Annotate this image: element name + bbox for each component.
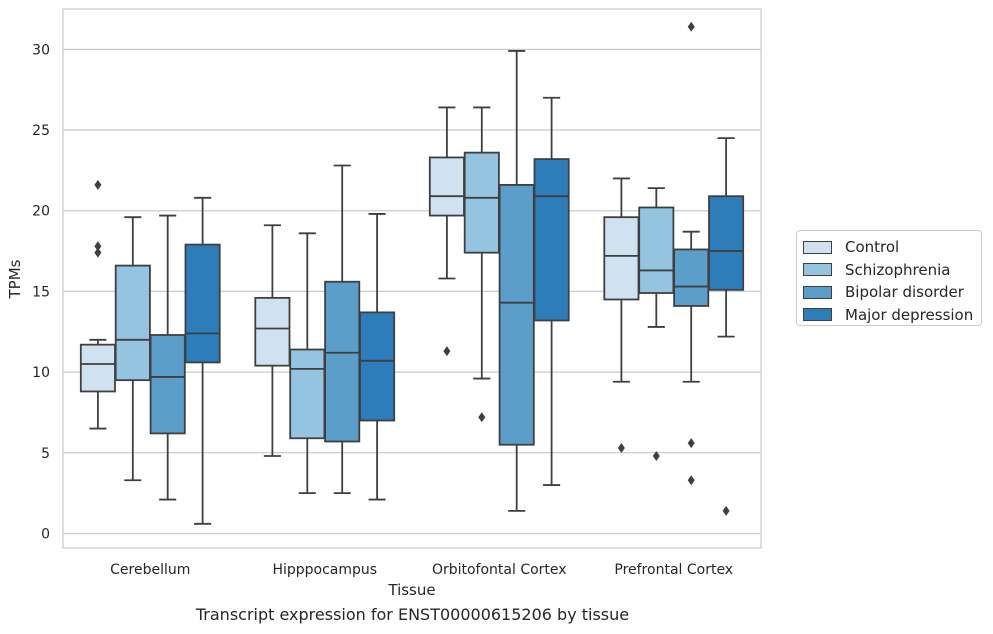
box: [254, 224, 291, 457]
box: [428, 106, 465, 357]
y-tick-label: 15: [32, 284, 50, 300]
x-tick-label: Cerebellum: [110, 562, 190, 578]
box: [289, 232, 326, 495]
x-axis-ticks: Cerebellum Hipppocampus Orbitofontal Corte…: [110, 562, 733, 578]
outlier-point: [687, 438, 695, 449]
legend-label: Major depression: [845, 305, 974, 324]
iqr-box: [79, 343, 116, 393]
box: [708, 137, 745, 516]
box: [638, 187, 675, 462]
box: [498, 50, 535, 512]
y-tick-label: 25: [32, 123, 50, 139]
legend-label: Schizophrenia: [845, 260, 951, 279]
box: [463, 106, 500, 423]
outlier-point: [617, 442, 625, 453]
iqr-box: [498, 184, 535, 446]
x-tick-label: Hipppocampus: [272, 562, 377, 578]
legend: Control Schizophrenia Bipolar disorder Majo…: [796, 230, 982, 326]
series-major-depression: [184, 96, 745, 525]
iqr-box: [149, 334, 186, 435]
outlier-point: [94, 247, 102, 258]
iqr-box: [673, 248, 710, 307]
iqr-box: [289, 348, 326, 440]
y-axis-label: TPMs: [6, 259, 24, 299]
y-tick-label: 10: [32, 365, 50, 381]
outlier-point: [478, 412, 486, 423]
series-schizophrenia: [114, 106, 675, 495]
y-tick-label: 0: [41, 526, 50, 542]
box: [114, 216, 151, 482]
outlier-point: [443, 346, 451, 357]
iqr-box: [533, 158, 570, 322]
outlier-point: [687, 21, 695, 32]
outlier-point: [652, 451, 660, 462]
legend-swatch: [803, 240, 832, 254]
legend-swatch: [803, 308, 832, 322]
y-axis-ticks: 0 5 10 15 20 25 30: [32, 42, 50, 542]
iqr-box: [428, 156, 465, 217]
y-tick-label: 5: [41, 446, 50, 462]
legend-swatch: [803, 263, 832, 277]
outlier-point: [722, 505, 730, 516]
iqr-box: [638, 206, 675, 294]
plot-area-frame: [62, 8, 762, 549]
box: [184, 196, 221, 525]
legend-swatch: [803, 285, 832, 299]
series-control: [79, 106, 640, 457]
iqr-box: [603, 216, 640, 301]
y-tick-label: 30: [32, 42, 50, 58]
box: [79, 179, 116, 430]
outlier-point: [94, 179, 102, 190]
box: [149, 214, 186, 501]
outlier-point: [687, 475, 695, 486]
y-tick-label: 20: [32, 204, 50, 220]
legend-item: Bipolar disorder: [803, 281, 981, 304]
x-axis-label: Tissue: [387, 581, 435, 599]
figure-caption: Transcript expression for ENST0000061520…: [195, 605, 630, 624]
x-tick-label: Prefrontal Cortex: [614, 562, 733, 578]
iqr-box: [708, 195, 745, 291]
legend-label: Bipolar disorder: [845, 283, 964, 302]
x-tick-label: Orbitofontal Cortex: [432, 562, 567, 578]
iqr-box: [359, 311, 396, 422]
iqr-box: [114, 264, 151, 382]
iqr-box: [463, 151, 500, 254]
series-bipolar-disorder: [149, 21, 710, 512]
iqr-box: [324, 280, 361, 443]
legend-item: Major depression: [803, 304, 981, 327]
box: [673, 21, 710, 486]
box: [359, 213, 396, 501]
box: [533, 96, 570, 486]
iqr-box: [254, 296, 291, 367]
box-series: [79, 21, 745, 525]
outlier-point: [94, 241, 102, 252]
legend-item: Schizophrenia: [803, 259, 981, 282]
legend-label: Control: [845, 238, 900, 257]
box: [603, 177, 640, 453]
box: [324, 164, 361, 495]
iqr-box: [184, 243, 221, 364]
legend-item: Control: [803, 236, 981, 259]
